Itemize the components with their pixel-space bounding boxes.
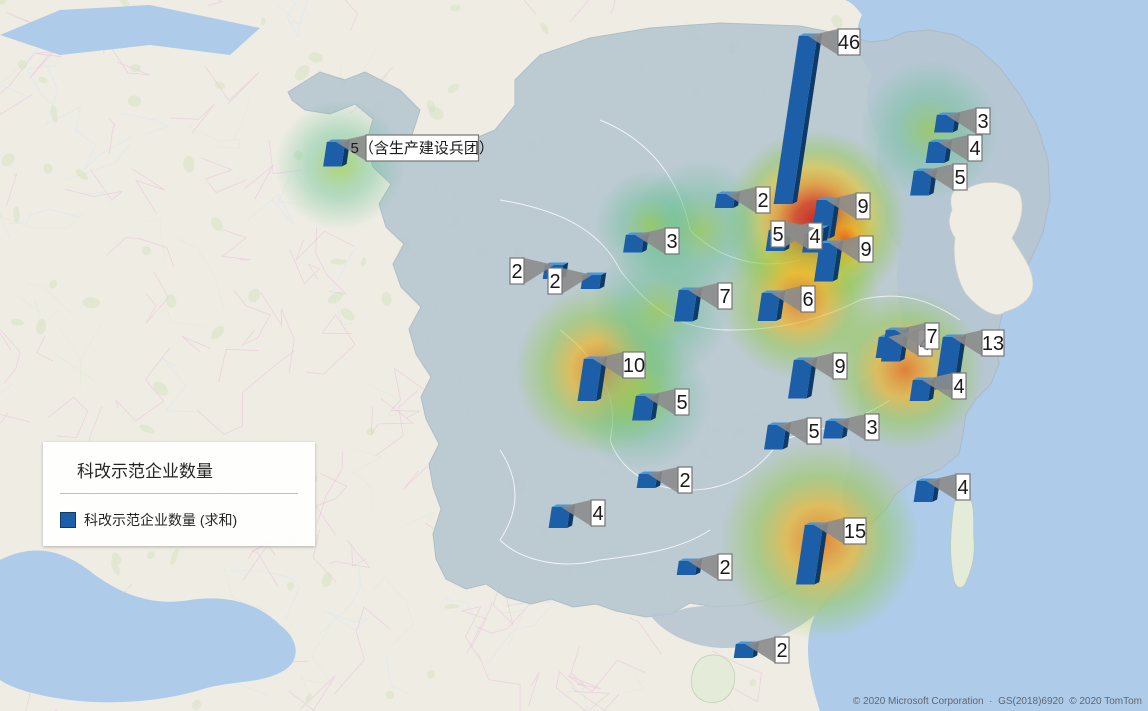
svg-text:5: 5 xyxy=(772,224,783,246)
svg-text:10: 10 xyxy=(623,355,645,377)
svg-text:4: 4 xyxy=(953,376,964,398)
svg-text:2: 2 xyxy=(719,557,730,579)
svg-text:2: 2 xyxy=(549,271,560,293)
svg-text:9: 9 xyxy=(834,356,845,378)
svg-text:5: 5 xyxy=(676,392,687,414)
svg-text:9: 9 xyxy=(860,239,871,261)
svg-text:15: 15 xyxy=(844,521,866,543)
svg-text:7: 7 xyxy=(926,326,937,348)
svg-text:6: 6 xyxy=(802,289,813,311)
svg-text:2: 2 xyxy=(679,470,690,492)
svg-text:46: 46 xyxy=(838,32,860,54)
svg-text:3: 3 xyxy=(666,231,677,253)
svg-text:2: 2 xyxy=(757,190,768,212)
svg-text:4: 4 xyxy=(969,138,980,160)
svg-text:4: 4 xyxy=(957,477,968,499)
svg-text:2: 2 xyxy=(511,261,522,283)
svg-text:13: 13 xyxy=(982,333,1004,355)
svg-text:7: 7 xyxy=(719,286,730,308)
svg-text:9: 9 xyxy=(857,196,868,218)
svg-text:3: 3 xyxy=(866,417,877,439)
svg-text:2: 2 xyxy=(776,640,787,662)
svg-text:4: 4 xyxy=(592,503,603,525)
svg-text:5（含生产建设兵团）: 5（含生产建设兵团） xyxy=(351,140,494,157)
svg-text:3: 3 xyxy=(977,111,988,133)
svg-text:5: 5 xyxy=(954,167,965,189)
svg-text:5: 5 xyxy=(808,421,819,443)
